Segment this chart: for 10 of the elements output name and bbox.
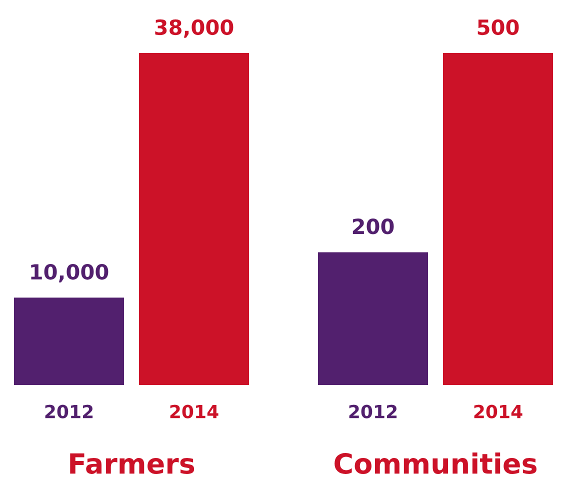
data-label: 200 [352, 218, 394, 234]
data-label: 500 [478, 19, 519, 36]
x-tick-label: 2012 [45, 404, 93, 418]
x-tick-label: 2012 [349, 404, 397, 418]
x-tick-label: 2014 [474, 404, 522, 418]
data-label: 10,000 [31, 264, 108, 282]
data-label: 38,000 [155, 19, 234, 38]
x-tick-label: 2014 [170, 404, 218, 418]
x-axis-title: Communities [334, 452, 536, 474]
x-axis-title: Farmers [70, 453, 194, 474]
